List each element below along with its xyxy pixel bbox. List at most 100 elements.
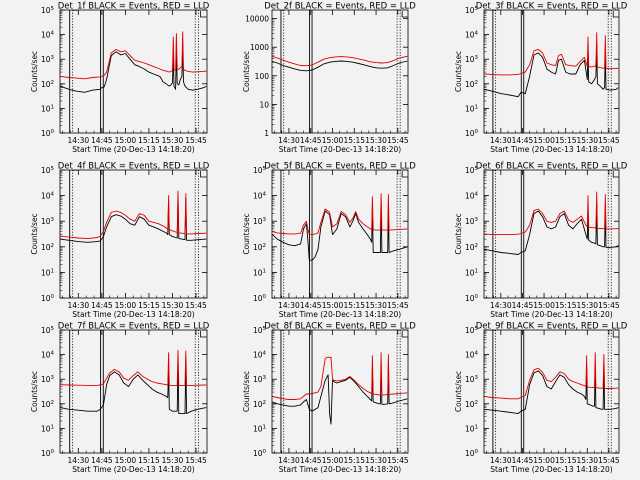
series-lld: [60, 190, 207, 240]
x-axis-label: Start Time (20-Dec-13 14:18:20): [490, 465, 612, 474]
x-tick-label: 15:45: [387, 301, 409, 310]
series-events: [60, 359, 207, 415]
y-tick-label: 104: [41, 31, 55, 40]
y-tick-label: 103: [465, 375, 479, 384]
y-tick-label: 100: [255, 72, 270, 81]
x-tick-label: 15:30: [162, 456, 184, 465]
plot-frame: [483, 169, 620, 299]
corner-marker: [200, 171, 207, 178]
x-tick-label: 15:00: [322, 301, 344, 310]
y-tick-label: 102: [465, 400, 478, 409]
x-tick-label: 14:30: [278, 456, 300, 465]
y-tick-label: 103: [253, 217, 267, 226]
x-tick-label: 15:45: [387, 456, 409, 465]
x-tick-label: 14:45: [91, 456, 113, 465]
y-axis-label: Counts/sec: [30, 51, 39, 92]
y-tick-label: 105: [253, 166, 267, 175]
x-tick-label: 14:45: [300, 456, 322, 465]
x-tick-label: 14:30: [490, 136, 512, 145]
panel-title: Det_8f BLACK = Events, RED = LLD: [264, 322, 416, 332]
series-events: [60, 45, 207, 93]
y-axis-label: Counts/sec: [242, 213, 251, 254]
y-tick-label: 103: [41, 217, 55, 226]
y-tick-label: 102: [41, 400, 54, 409]
x-axis-label: Start Time (20-Dec-13 14:18:20): [72, 145, 194, 154]
x-tick-label: 15:45: [185, 456, 207, 465]
x-tick-label: 14:45: [512, 456, 534, 465]
y-tick-label: 100: [253, 449, 267, 458]
x-tick-label: 15:30: [365, 136, 387, 145]
y-tick-label: 104: [465, 192, 479, 201]
y-tick-label: 101: [253, 268, 266, 277]
y-axis-label: Counts/sec: [30, 213, 39, 254]
x-tick-label: 15:30: [365, 456, 387, 465]
x-tick-label: 14:30: [278, 301, 300, 310]
y-axis-label: Counts/sec: [242, 371, 251, 412]
x-tick-label: 15:30: [576, 301, 598, 310]
y-tick-label: 101: [465, 104, 478, 113]
y-tick-label: 101: [41, 424, 54, 433]
y-tick-label: 105: [465, 326, 479, 335]
x-tick-label: 14:30: [68, 136, 90, 145]
y-tick-label: 102: [41, 80, 54, 89]
x-tick-label: 15:30: [162, 301, 184, 310]
plot-frame: [483, 329, 620, 454]
y-axis-label: Counts/sec: [454, 371, 463, 412]
y-tick-label: 100: [41, 294, 55, 303]
panel-title: Det_9f BLACK = Events, RED = LLD: [476, 322, 628, 332]
panel-p3: 14:30 14:45 15:00 15:15 15:30 15:45 100 101 102 1…: [454, 2, 628, 155]
series-lld: [272, 193, 408, 236]
y-tick-label: 103: [41, 55, 55, 64]
panel-title: Det_6f BLACK = Events, RED = LLD: [476, 162, 628, 172]
x-tick-label: 15:00: [115, 301, 137, 310]
y-axis-label: Counts/sec: [242, 51, 251, 92]
y-tick-label: 100: [465, 294, 479, 303]
x-tick-label: 14:30: [68, 456, 90, 465]
x-tick-label: 15:00: [115, 456, 137, 465]
y-tick-label: 101: [465, 424, 478, 433]
x-tick-label: 15:15: [138, 301, 160, 310]
corner-marker: [401, 11, 409, 18]
y-tick-label: 102: [253, 243, 266, 252]
corner-marker: [200, 11, 207, 18]
panel-title: Det_5f BLACK = Events, RED = LLD: [264, 162, 416, 172]
y-tick-label: 105: [465, 166, 479, 175]
y-tick-label: 101: [41, 268, 54, 277]
y-tick-label: 104: [465, 351, 479, 360]
series-lld: [484, 352, 619, 400]
x-tick-label: 14:30: [490, 301, 512, 310]
plot-frame: [59, 9, 208, 134]
y-tick-label: 104: [465, 31, 479, 40]
corner-marker: [612, 11, 620, 18]
y-tick-label: 105: [41, 6, 55, 15]
y-tick-label: 100: [253, 294, 267, 303]
corner-marker: [612, 331, 620, 338]
x-axis-label: Start Time (20-Dec-13 14:18:20): [490, 310, 612, 319]
x-tick-label: 14:45: [91, 301, 113, 310]
corner-marker: [401, 171, 409, 178]
panel-title: Det_1f BLACK = Events, RED = LLD: [58, 2, 210, 12]
series-events: [484, 43, 619, 98]
panel-title: Det_4f BLACK = Events, RED = LLD: [58, 162, 210, 172]
panel-p2: 14:30 14:45 15:00 15:15 15:30 15:45 1 10 100 1000…: [242, 2, 416, 155]
x-tick-label: 15:30: [576, 136, 598, 145]
x-tick-label: 14:45: [512, 301, 534, 310]
x-tick-label: 15:00: [533, 301, 555, 310]
y-axis-label: Counts/sec: [454, 51, 463, 92]
y-tick-label: 104: [41, 192, 55, 201]
series-lld: [484, 191, 619, 236]
x-axis-label: Start Time (20-Dec-13 14:18:20): [72, 310, 194, 319]
y-tick-label: 103: [465, 55, 479, 64]
panel-p8: 14:30 14:45 15:00 15:15 15:30 15:45 100 101 102 1…: [242, 322, 416, 475]
y-tick-label: 105: [41, 326, 55, 335]
x-tick-label: 15:30: [162, 136, 184, 145]
x-axis-label: Start Time (20-Dec-13 14:18:20): [279, 465, 401, 474]
x-tick-label: 15:45: [598, 136, 620, 145]
y-tick-label: 102: [253, 400, 266, 409]
series-events: [484, 361, 619, 415]
series-events: [484, 202, 619, 255]
y-tick-label: 100: [465, 129, 479, 138]
panel-title: Det_7f BLACK = Events, RED = LLD: [58, 322, 210, 332]
